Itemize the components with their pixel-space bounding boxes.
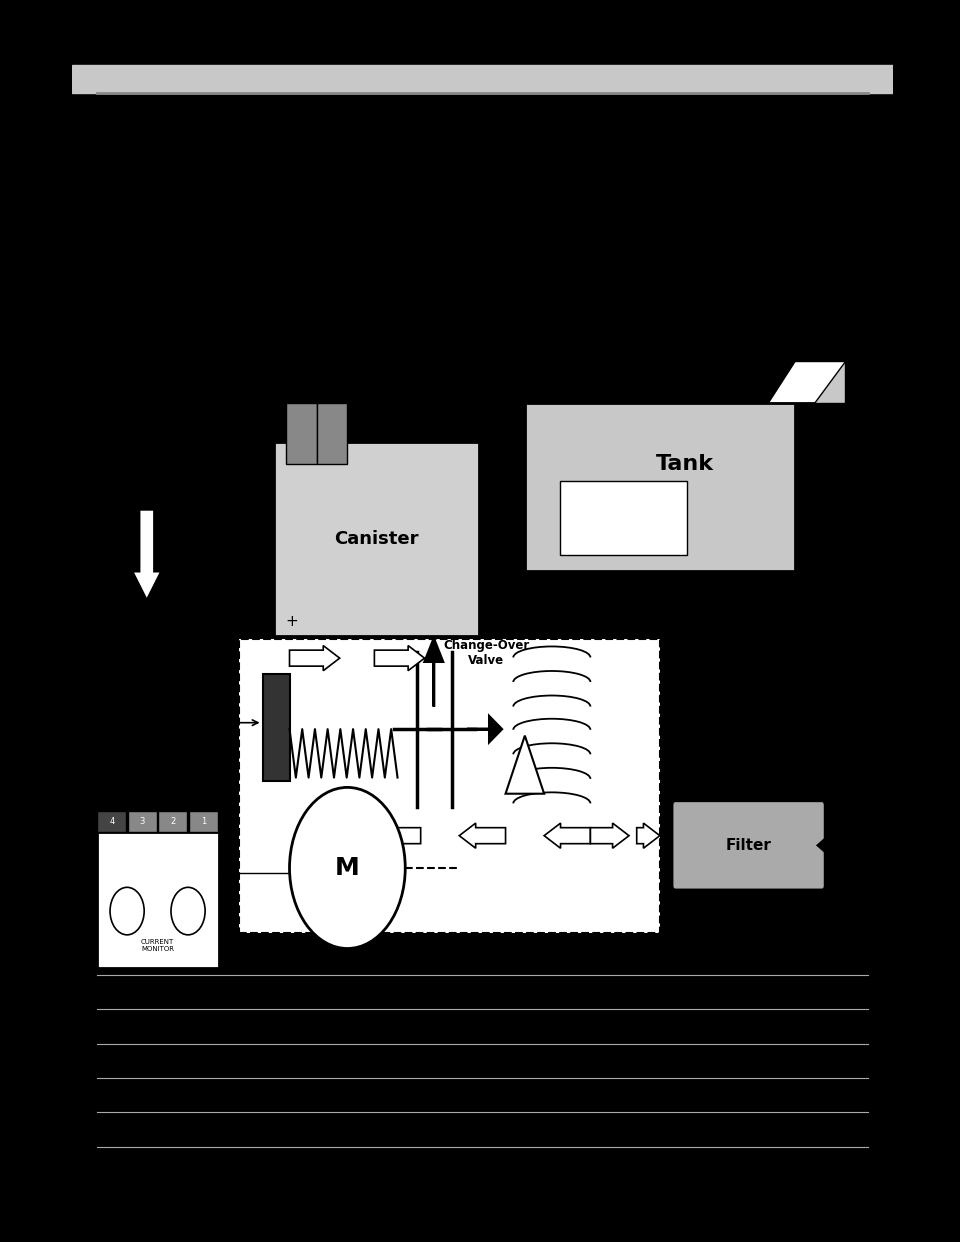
Text: 2: 2 — [170, 817, 176, 826]
Text: Engine: Engine — [105, 542, 157, 556]
FancyArrow shape — [544, 823, 590, 848]
Polygon shape — [814, 361, 845, 404]
FancyBboxPatch shape — [672, 801, 826, 891]
Text: Electric
Motor LDP: Electric Motor LDP — [667, 638, 741, 667]
Polygon shape — [768, 361, 845, 404]
Text: +: + — [286, 614, 299, 630]
Text: Canister: Canister — [334, 529, 419, 548]
FancyArrow shape — [132, 509, 161, 600]
Text: LEAK DIAGNOSIS TEST: LEAK DIAGNOSIS TEST — [97, 120, 343, 139]
Text: M: M — [335, 856, 360, 879]
FancyArrow shape — [374, 646, 424, 671]
Circle shape — [171, 887, 205, 935]
Text: 4: 4 — [109, 817, 114, 826]
Text: The ECM simultaneously monitors the pump motor current flow .  The motor current: The ECM simultaneously monitors the pump… — [97, 221, 738, 293]
FancyArrow shape — [321, 846, 363, 871]
Text: The ECM  activates the pump motor.  The pump pulls air from the filtered air inl: The ECM activates the pump motor. The pu… — [97, 171, 736, 205]
FancyArrow shape — [290, 646, 340, 671]
FancyArrow shape — [636, 823, 660, 848]
Text: PHASE 1 -  REFERENCE MEASUREMENT: PHASE 1 - REFERENCE MEASUREMENT — [97, 147, 427, 161]
Text: Throttle
Plate: Throttle Plate — [105, 364, 161, 392]
Text: 1: 1 — [201, 817, 205, 826]
Text: CURRENT
MONITOR: CURRENT MONITOR — [141, 939, 174, 951]
Text: Pump: Pump — [327, 928, 368, 940]
Bar — [239, 638, 660, 933]
Text: Purge
Valve: Purge Valve — [332, 358, 373, 386]
FancyArrow shape — [467, 717, 502, 741]
Bar — [286, 404, 317, 465]
Text: Tank: Tank — [656, 455, 713, 474]
Text: 21: 21 — [803, 1151, 828, 1170]
Circle shape — [290, 787, 405, 949]
Polygon shape — [506, 735, 544, 794]
FancyArrow shape — [818, 831, 845, 859]
Text: M54engMS43/ST039/3/17/00: M54engMS43/ST039/3/17/00 — [677, 1166, 828, 1176]
Text: +: + — [587, 614, 599, 630]
FancyArrow shape — [424, 638, 443, 707]
Text: Filter: Filter — [726, 838, 772, 853]
FancyArrow shape — [590, 823, 629, 848]
Circle shape — [110, 887, 144, 935]
Bar — [262, 674, 290, 781]
Text: 0.5mm
Reference
Orifice: 0.5mm Reference Orifice — [147, 691, 204, 724]
Bar — [560, 481, 686, 555]
Text: Fresh Air: Fresh Air — [695, 919, 757, 933]
Bar — [98, 811, 127, 832]
Bar — [158, 811, 187, 832]
Bar — [97, 832, 219, 968]
Bar — [275, 442, 478, 636]
FancyArrow shape — [459, 823, 506, 848]
Bar — [72, 65, 893, 93]
FancyArrow shape — [374, 823, 420, 848]
Bar — [189, 811, 218, 832]
Text: Change-Over
Valve: Change-Over Valve — [444, 638, 529, 667]
Bar — [128, 811, 156, 832]
Text: 3: 3 — [139, 817, 145, 826]
Bar — [317, 404, 348, 465]
Bar — [525, 404, 795, 571]
